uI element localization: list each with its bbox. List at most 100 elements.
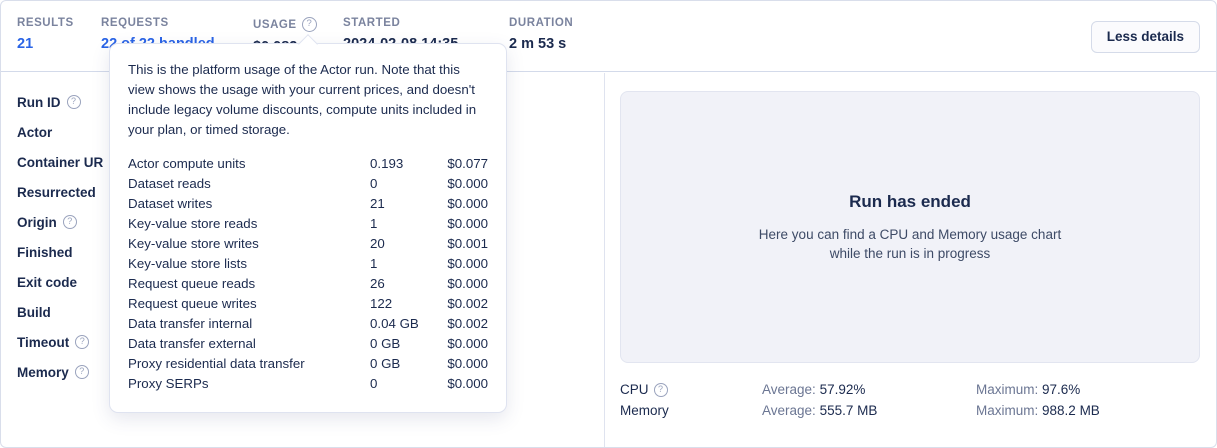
usage-item-quantity: 0 GB (370, 356, 401, 371)
metric-average-key-cpu: Average: (762, 382, 816, 397)
metric-average-value-memory: 555.7 MB (819, 403, 878, 418)
detail-label-actor: Actor (17, 124, 53, 140)
usage-item-quantity: 0.04 GB (370, 316, 419, 331)
table-row: Request queue writes 122 $0.002 (128, 294, 488, 314)
metric-row-memory: Memory Average: 555.7 MB Maximum: 988.2 … (620, 400, 1200, 421)
metric-label-cpu: CPU (620, 382, 649, 397)
metric-label-memory: Memory (620, 403, 669, 418)
usage-item-price: $0.000 (447, 196, 488, 211)
metric-average-value-cpu: 57.92% (819, 382, 866, 397)
metric-row-cpu: CPU ? Average: 57.92% Maximum: 97.6% (620, 379, 1200, 400)
usage-item-name: Data transfer external (128, 336, 256, 351)
usage-item-price: $0.001 (447, 236, 488, 251)
table-row: Key-value store writes 20 $0.001 (128, 234, 488, 254)
metric-average-cpu: Average: 57.92% (762, 382, 976, 397)
cpu-help-icon[interactable]: ? (653, 382, 668, 397)
usage-item-quantity: 21 (370, 196, 385, 211)
metric-maximum-cpu: Maximum: 97.6% (976, 382, 1080, 397)
table-row: Proxy residential data transfer 0 GB $0.… (128, 354, 488, 374)
usage-item-price: $0.002 (447, 316, 488, 331)
detail-row-run-id: Run ID ? (17, 87, 577, 117)
stat-duration-label: DURATION (509, 17, 573, 29)
usage-item-quantity: 0 GB (370, 336, 401, 351)
usage-item-quantity: 20 (370, 236, 385, 251)
less-details-button[interactable]: Less details (1090, 21, 1200, 53)
stat-duration: DURATION 2 m 53 s (509, 17, 573, 52)
detail-row-memory: Memory ? (17, 357, 577, 387)
usage-item-name: Dataset writes (128, 196, 213, 211)
timeout-help-icon[interactable]: ? (75, 335, 90, 349)
usage-item-name: Actor compute units (128, 156, 246, 171)
detail-row-container-url: Container UR (17, 147, 577, 177)
table-row: Proxy SERPs 0 $0.000 (128, 374, 488, 394)
chart-placeholder: Run has ended Here you can find a CPU an… (620, 91, 1200, 363)
usage-item-quantity: 122 (370, 296, 393, 311)
vertical-divider (604, 73, 605, 447)
detail-label-container-url: Container UR (17, 154, 104, 170)
detail-row-exit-code: Exit code (17, 267, 577, 297)
placeholder-subtitle-line2: while the run is in progress (829, 245, 991, 261)
detail-label-exit-code: Exit code (17, 274, 78, 290)
table-row: Dataset writes 21 $0.000 (128, 194, 488, 214)
usage-breakdown-table: Actor compute units 0.193 $0.077 Dataset… (128, 154, 488, 394)
stat-usage-label-text: USAGE (253, 18, 297, 31)
usage-item-price: $0.000 (447, 376, 488, 391)
usage-chart-panel: Run has ended Here you can find a CPU an… (620, 91, 1200, 421)
stat-started-label: STARTED (343, 17, 458, 29)
table-row: Data transfer external 0 GB $0.000 (128, 334, 488, 354)
tooltip-description: This is the platform usage of the Actor … (128, 62, 477, 137)
usage-item-quantity: 0 (370, 176, 378, 191)
usage-item-price: $0.000 (447, 176, 488, 191)
detail-label-origin: Origin (17, 214, 57, 230)
usage-item-name: Dataset reads (128, 176, 211, 191)
stat-duration-value: 2 m 53 s (509, 36, 567, 52)
usage-tooltip-popover: This is the platform usage of the Actor … (109, 34, 507, 413)
usage-item-price: $0.000 (447, 276, 488, 291)
origin-help-icon[interactable]: ? (62, 215, 77, 229)
detail-label-finished: Finished (17, 244, 73, 260)
usage-item-name: Proxy SERPs (128, 376, 209, 391)
usage-help-icon[interactable]: ? (301, 17, 317, 32)
stat-duration-label-text: DURATION (509, 17, 574, 29)
run-id-help-icon[interactable]: ? (66, 95, 81, 109)
detail-label-build: Build (17, 304, 51, 320)
detail-row-origin: Origin ? (17, 207, 577, 237)
stat-started-label-text: STARTED (343, 17, 401, 29)
stat-results: RESULTS 21 (17, 17, 74, 52)
usage-item-name: Request queue writes (128, 296, 257, 311)
memory-help-icon[interactable]: ? (74, 365, 89, 379)
metrics-summary: CPU ? Average: 57.92% Maximum: 97.6% Mem… (620, 379, 1200, 421)
usage-item-name: Proxy residential data transfer (128, 356, 305, 371)
detail-row-timeout: Timeout ? (17, 327, 577, 357)
metric-maximum-key-memory: Maximum: (976, 403, 1039, 418)
usage-item-name: Key-value store writes (128, 236, 259, 251)
table-row: Request queue reads 26 $0.000 (128, 274, 488, 294)
table-row: Key-value store reads 1 $0.000 (128, 214, 488, 234)
metric-maximum-memory: Maximum: 988.2 MB (976, 403, 1100, 418)
detail-label-resurrected: Resurrected (17, 184, 96, 200)
metric-maximum-value-memory: 988.2 MB (1042, 403, 1100, 418)
usage-item-quantity: 0.193 (370, 156, 404, 171)
metric-name-memory: Memory (620, 403, 762, 418)
stat-results-label-text: RESULTS (17, 17, 74, 29)
metric-average-memory: Average: 555.7 MB (762, 403, 976, 418)
usage-item-price: $0.000 (447, 256, 488, 271)
placeholder-title: Run has ended (849, 191, 971, 211)
run-details-list: Run ID ? Actor Container UR Resurrected … (17, 87, 577, 387)
usage-item-price: $0.077 (447, 156, 488, 171)
stat-results-label: RESULTS (17, 17, 74, 29)
usage-item-price: $0.000 (447, 356, 488, 371)
stat-usage-label[interactable]: USAGE ? (253, 17, 317, 32)
table-row: Dataset reads 0 $0.000 (128, 174, 488, 194)
stat-requests-label: REQUESTS (101, 17, 215, 29)
metric-average-key-memory: Average: (762, 403, 816, 418)
detail-row-finished: Finished (17, 237, 577, 267)
metric-maximum-value-cpu: 97.6% (1042, 382, 1081, 397)
detail-row-build: Build (17, 297, 577, 327)
detail-row-actor: Actor (17, 117, 577, 147)
detail-label-memory: Memory (17, 364, 69, 380)
usage-item-price: $0.000 (447, 336, 488, 351)
placeholder-subtitle: Here you can find a CPU and Memory usage… (759, 225, 1061, 263)
usage-item-price: $0.002 (447, 296, 488, 311)
